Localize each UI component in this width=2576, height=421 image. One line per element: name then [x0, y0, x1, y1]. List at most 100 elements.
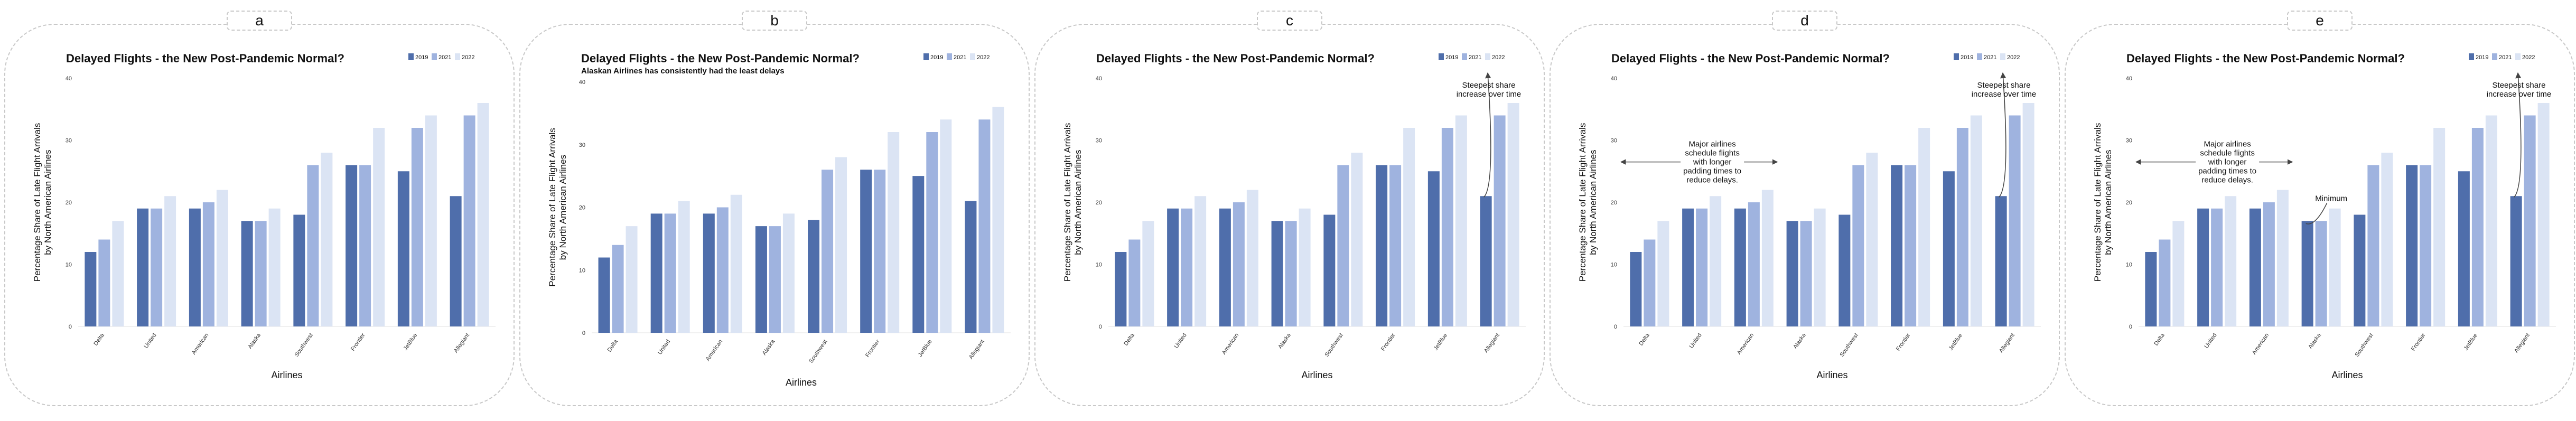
y-tick-label: 30 [1096, 138, 1102, 144]
x-tick-label: American [705, 339, 724, 362]
bar-allegiant-2021 [2524, 115, 2536, 326]
bar-united-2022 [1194, 196, 1207, 326]
x-tick-label: American [191, 332, 210, 356]
bar-frontier-2019 [1376, 165, 1388, 326]
steep-increase-arrow [2514, 72, 2522, 198]
bar-frontier-2022 [1403, 128, 1415, 326]
bar-delta-2021 [98, 239, 110, 326]
bar-allegiant-2019 [450, 196, 462, 326]
bar-delta-2022 [2172, 221, 2185, 326]
legend-label-2019: 2019 [1445, 54, 1458, 61]
bar-american-2021 [202, 202, 214, 326]
bar-alaska-2019 [755, 226, 767, 333]
bar-united-2019 [1167, 208, 1179, 326]
x-tick-label: Frontier [350, 332, 367, 352]
x-tick-label: Frontier [2410, 332, 2427, 352]
legend-swatch-2022 [970, 53, 975, 60]
steep-annotation-text: increase over time [1457, 90, 1522, 99]
bar-united-2021 [2211, 208, 2223, 326]
bar-alaska-2021 [1285, 221, 1297, 326]
bar-allegiant-2022 [477, 103, 489, 326]
bar-southwest-2022 [1351, 153, 1363, 326]
y-tick-label: 40 [2126, 76, 2132, 82]
bar-allegiant-2019 [965, 201, 977, 333]
bar-frontier-2022 [373, 128, 385, 326]
y-tick-label: 40 [1611, 76, 1617, 82]
bar-jetblue-2021 [1956, 128, 1968, 326]
bar-united-2021 [151, 208, 163, 326]
legend-swatch-2022 [2000, 53, 2005, 60]
y-axis-label-line2: by North American Airlines [558, 155, 568, 260]
bar-delta-2022 [1657, 221, 1669, 326]
bar-frontier-2021 [874, 170, 886, 333]
y-axis-label: Percentage Share of Late Flight Arrivals [1578, 123, 1588, 282]
bar-united-2021 [1696, 208, 1708, 326]
x-tick-label: Delta [606, 338, 619, 353]
steep-increase-arrow [1483, 72, 1491, 198]
x-axis-label: Airlines [2331, 370, 2363, 380]
bar-delta-2021 [1128, 239, 1141, 326]
bar-jetblue-2022 [1455, 115, 1467, 326]
legend-swatch-2021 [1977, 53, 1982, 60]
bar-american-2021 [2263, 202, 2275, 326]
bar-jetblue-2022 [940, 119, 952, 333]
chart-a: Delayed Flights - the New Post-Pandemic … [32, 52, 496, 380]
x-tick-label: Frontier [1380, 332, 1397, 352]
y-tick-label: 0 [69, 324, 72, 330]
bar-jetblue-2022 [2485, 115, 2497, 326]
x-tick-label: Allegiant [1483, 332, 1501, 354]
major-airlines-annotation-text: reduce delays. [2201, 176, 2253, 185]
legend-label-2019: 2019 [930, 54, 943, 61]
legend-swatch-2019 [1954, 53, 1959, 60]
bar-southwest-2021 [1337, 165, 1349, 326]
y-axis-label: Percentage Share of Late Flight Arrivals [547, 128, 557, 287]
panel-label-a: a [227, 11, 292, 31]
y-tick-label: 10 [66, 262, 72, 268]
x-axis-label: Airlines [271, 370, 302, 380]
bar-jetblue-2019 [1943, 171, 1955, 326]
bar-american-2019 [189, 208, 201, 326]
bar-delta-2019 [2145, 252, 2157, 326]
bar-united-2019 [1682, 208, 1694, 326]
y-tick-label: 40 [66, 76, 72, 82]
x-tick-label: United [1173, 332, 1188, 350]
y-tick-label: 10 [1611, 262, 1617, 268]
major-airlines-annotation-text: with longer [1693, 158, 1732, 167]
legend-swatch-2019 [2469, 53, 2474, 60]
y-tick-label: 20 [579, 205, 585, 211]
chart-b: Delayed Flights - the New Post-Pandemic … [547, 52, 1011, 388]
y-tick-label: 10 [579, 267, 585, 274]
major-airlines-annotation-text: padding times to [2198, 167, 2256, 176]
minimum-annotation-text: Minimum [2315, 194, 2347, 203]
x-tick-label: Alaska [761, 338, 777, 357]
bar-frontier-2021 [1905, 165, 1917, 326]
bar-frontier-2019 [1891, 165, 1903, 326]
bar-frontier-2019 [2406, 165, 2418, 326]
x-tick-label: United [143, 332, 158, 350]
major-airlines-annotation-text: padding times to [1683, 167, 1741, 176]
bar-united-2022 [678, 201, 690, 333]
x-tick-label: Southwest [294, 332, 314, 358]
bar-allegiant-2021 [1494, 115, 1506, 326]
y-tick-label: 10 [2126, 262, 2132, 268]
legend-swatch-2022 [2515, 53, 2521, 60]
bar-frontier-2021 [2420, 165, 2432, 326]
bar-alaska-2022 [1299, 208, 1311, 326]
bar-southwest-2022 [835, 157, 847, 333]
y-tick-label: 20 [66, 200, 72, 206]
bar-delta-2019 [598, 257, 610, 333]
bar-american-2019 [1734, 208, 1746, 326]
y-axis-label-line2: by North American Airlines [43, 149, 53, 255]
bar-alaska-2021 [1800, 221, 1812, 326]
y-axis-label-line2: by North American Airlines [2103, 149, 2113, 255]
bar-american-2022 [216, 190, 228, 326]
bar-united-2021 [1181, 208, 1193, 326]
minimum-pointer [2306, 202, 2328, 224]
legend-label-2019: 2019 [415, 54, 428, 61]
bar-alaska-2021 [2315, 221, 2327, 326]
x-tick-label: Alaska [2307, 332, 2322, 350]
major-airlines-annotation-text: schedule flights [1685, 149, 1739, 158]
x-tick-label: United [1688, 332, 1703, 350]
bar-american-2021 [1233, 202, 1245, 326]
major-airlines-annotation-text: schedule flights [2200, 149, 2254, 158]
